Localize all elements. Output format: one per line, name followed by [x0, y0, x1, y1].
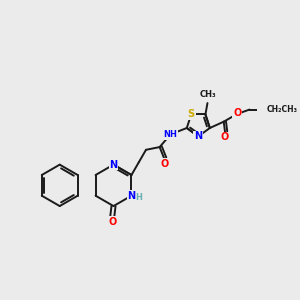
Text: O: O: [233, 108, 242, 118]
Text: N: N: [194, 131, 202, 141]
Text: H: H: [135, 193, 142, 202]
Text: N: N: [110, 160, 118, 170]
Text: CH₃: CH₃: [199, 89, 216, 98]
Text: S: S: [188, 110, 195, 119]
Text: O: O: [108, 217, 116, 227]
Text: N: N: [128, 191, 136, 201]
Text: O: O: [160, 159, 169, 169]
Text: NH: NH: [164, 130, 178, 139]
Text: CH₂CH₃: CH₂CH₃: [266, 105, 297, 114]
Text: O: O: [220, 132, 229, 142]
